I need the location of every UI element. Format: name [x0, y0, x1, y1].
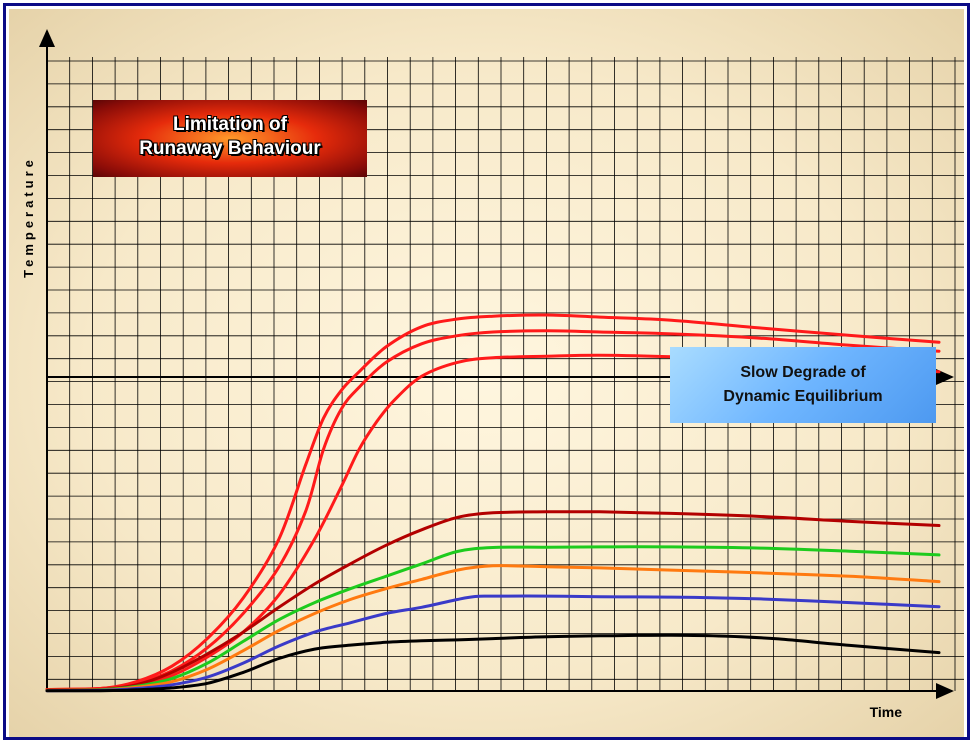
runaway-annotation-line1: Limitation of: [173, 114, 287, 135]
y-axis-label: Temperature: [21, 156, 36, 278]
equilibrium-annotation: Slow Degrade of Dynamic Equilibrium: [670, 347, 936, 423]
series-line-5: [45, 545, 941, 692]
equilibrium-annotation-line2: Dynamic Equilibrium: [723, 388, 883, 405]
series-line-7: [45, 594, 941, 693]
chart-panel: Temperature Time Limitation of Runaway Be…: [9, 9, 964, 740]
equilibrium-annotation-line1: Slow Degrade of: [740, 364, 866, 381]
series-line-6: [45, 564, 941, 692]
series-line-2: [45, 329, 941, 691]
series-line-4: [45, 510, 941, 692]
series-line-1: [45, 313, 941, 691]
series-line-8: [45, 633, 941, 693]
runaway-annotation: Limitation of Runaway Behaviour: [93, 100, 367, 177]
x-axis-label: Time: [870, 704, 903, 720]
runaway-annotation-line2: Runaway Behaviour: [139, 138, 321, 159]
